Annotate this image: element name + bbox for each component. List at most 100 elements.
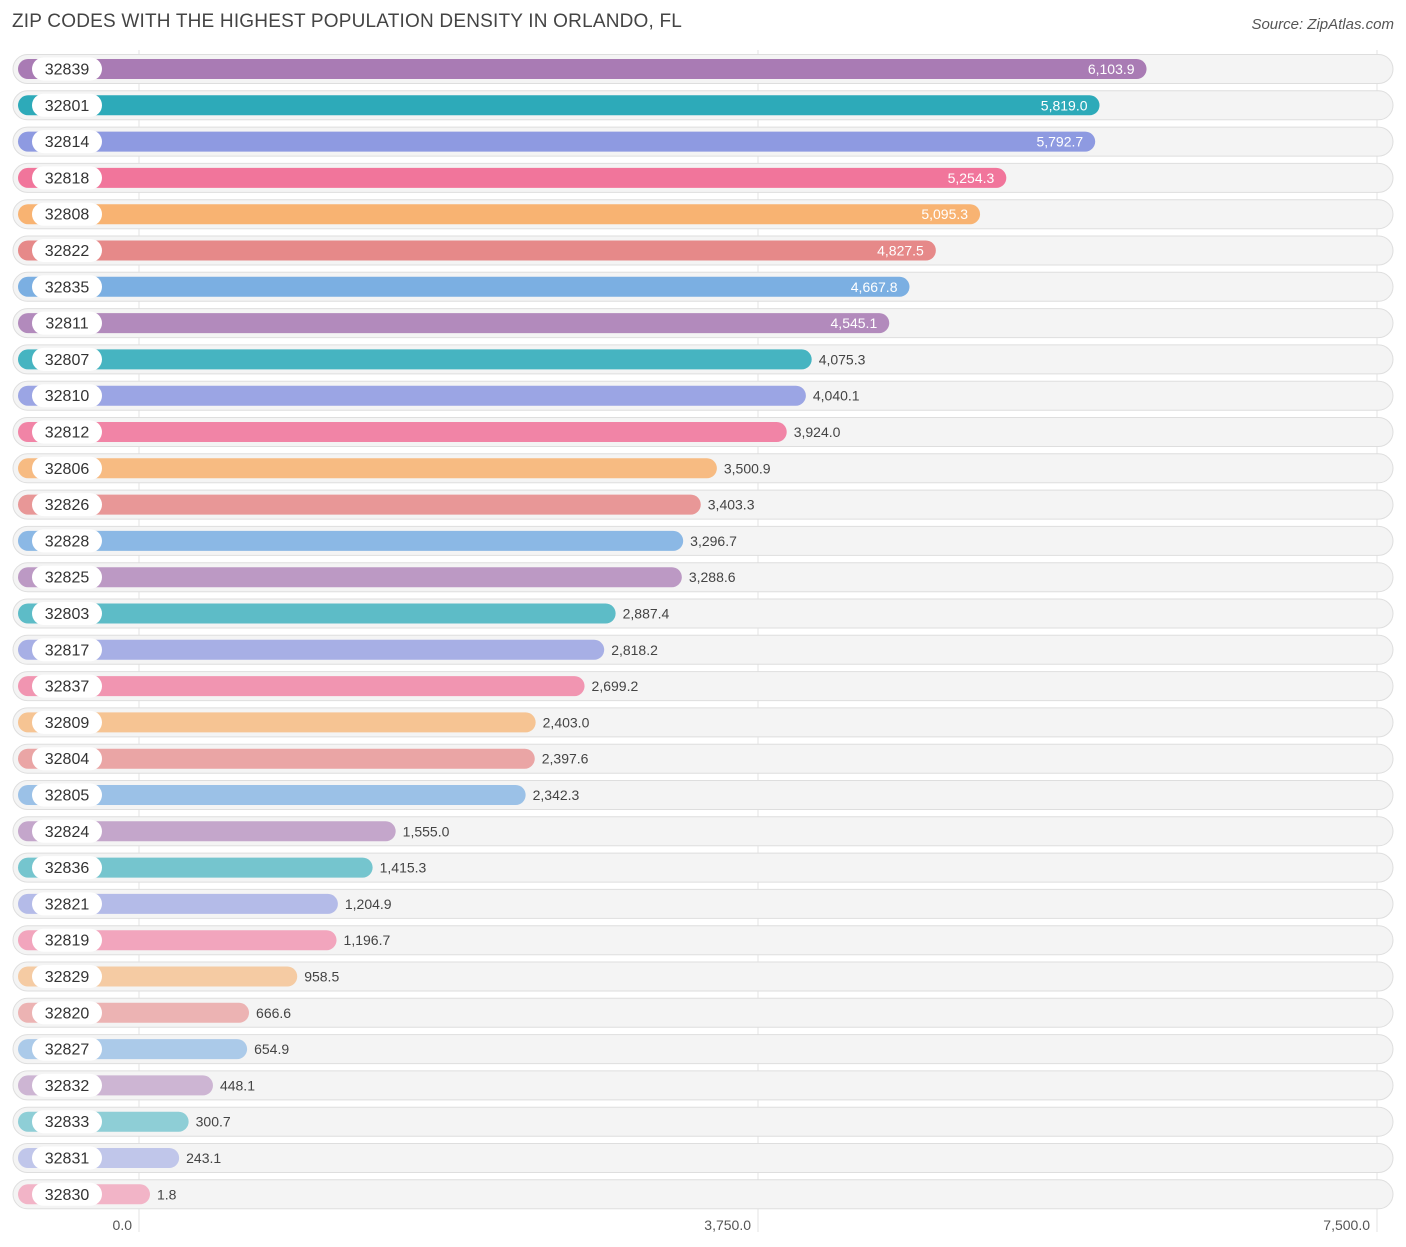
- bar: [18, 603, 616, 624]
- category-pill: [32, 1073, 102, 1097]
- source-label: Source: ZipAtlas.com: [1251, 16, 1394, 33]
- row-track: [12, 961, 1394, 992]
- category-label: 32832: [45, 1078, 90, 1095]
- category-pill: [32, 57, 102, 81]
- category-pill: [32, 130, 102, 154]
- row-track: [12, 888, 1394, 919]
- category-label: 32837: [45, 679, 90, 696]
- row-track: [12, 1179, 1394, 1210]
- category-pill: [32, 856, 102, 880]
- bar: [18, 95, 1100, 116]
- category-label: 32811: [45, 316, 88, 333]
- category-pill: [32, 275, 102, 299]
- category-pill: [32, 638, 102, 662]
- bar: [18, 167, 1007, 188]
- bar: [18, 240, 936, 261]
- category-pill: [32, 1001, 102, 1025]
- category-pill: [32, 747, 102, 771]
- category-pill: [32, 93, 102, 117]
- category-pill: [32, 311, 102, 335]
- value-label: 2,403.0: [543, 714, 590, 730]
- value-label: 4,040.1: [813, 388, 860, 404]
- bar: [18, 458, 717, 479]
- value-label: 1,415.3: [380, 860, 427, 876]
- category-label: 32820: [45, 1005, 90, 1022]
- bar: [18, 530, 684, 551]
- value-label: 3,403.3: [708, 497, 755, 513]
- value-label: 1.8: [157, 1186, 177, 1202]
- value-label: 2,887.4: [623, 606, 670, 622]
- chart-title: ZIP CODES WITH THE HIGHEST POPULATION DE…: [12, 11, 683, 32]
- category-label: 32839: [45, 62, 90, 79]
- category-pill: [32, 783, 102, 807]
- value-label: 448.1: [220, 1077, 255, 1093]
- category-pill: [32, 710, 102, 734]
- value-label: 4,545.1: [831, 315, 878, 331]
- value-label: 1,555.0: [403, 823, 450, 839]
- bar: [18, 712, 536, 733]
- bar: [18, 821, 396, 842]
- value-label: 4,827.5: [877, 243, 924, 259]
- value-label: 1,204.9: [345, 896, 392, 912]
- category-label: 32835: [45, 279, 90, 296]
- x-tick-label: 0.0: [113, 1217, 133, 1233]
- value-label: 958.5: [304, 969, 339, 985]
- category-pill: [32, 529, 102, 553]
- row-track: [12, 997, 1394, 1028]
- bar: [18, 204, 981, 225]
- value-label: 3,288.6: [689, 569, 736, 585]
- value-label: 2,397.6: [542, 751, 589, 767]
- category-pill: [32, 456, 102, 480]
- category-pill: [32, 1146, 102, 1170]
- category-label: 32801: [45, 98, 90, 115]
- category-pill: [32, 493, 102, 517]
- category-pill: [32, 420, 102, 444]
- category-pill: [32, 892, 102, 916]
- x-tick-label: 7,500.0: [1323, 1217, 1370, 1233]
- bar: [18, 313, 890, 334]
- category-label: 32836: [45, 860, 90, 877]
- bar: [18, 676, 585, 697]
- bar: [18, 59, 1147, 79]
- row-track: [12, 1106, 1394, 1137]
- category-label: 32821: [45, 896, 90, 913]
- value-label: 666.6: [256, 1005, 291, 1021]
- category-label: 32812: [45, 425, 90, 442]
- category-label: 32807: [45, 352, 90, 369]
- bar: [18, 349, 812, 370]
- category-pill: [32, 965, 102, 988]
- category-label: 32808: [45, 207, 90, 224]
- row-track: [12, 1143, 1394, 1173]
- category-label: 32804: [45, 751, 90, 768]
- bar: [18, 385, 806, 406]
- bar: [18, 857, 373, 878]
- bar: [18, 785, 526, 805]
- category-pill: [32, 347, 102, 371]
- value-label: 3,500.9: [724, 460, 771, 476]
- bar: [18, 422, 787, 442]
- row-track: [12, 925, 1394, 956]
- category-label: 32814: [45, 134, 90, 151]
- category-label: 32819: [45, 933, 90, 950]
- value-label: 5,254.3: [948, 170, 995, 186]
- value-label: 5,819.0: [1041, 97, 1088, 113]
- bar: [18, 567, 682, 588]
- value-label: 2,699.2: [592, 678, 639, 694]
- bar: [18, 276, 910, 297]
- value-label: 3,296.7: [690, 533, 737, 549]
- category-label: 32824: [45, 824, 90, 841]
- value-label: 1,196.7: [344, 932, 391, 948]
- category-label: 32825: [45, 570, 90, 587]
- category-pill: [32, 674, 102, 698]
- bar: [18, 131, 1096, 152]
- category-pill: [32, 202, 102, 226]
- category-pill: [32, 928, 102, 952]
- category-label: 32826: [45, 497, 90, 514]
- category-label: 32809: [45, 715, 90, 732]
- category-label: 32810: [45, 388, 90, 405]
- category-label: 32829: [45, 969, 90, 986]
- category-pill: [32, 1037, 102, 1061]
- category-label: 32818: [45, 170, 90, 187]
- row-track: [12, 1070, 1394, 1101]
